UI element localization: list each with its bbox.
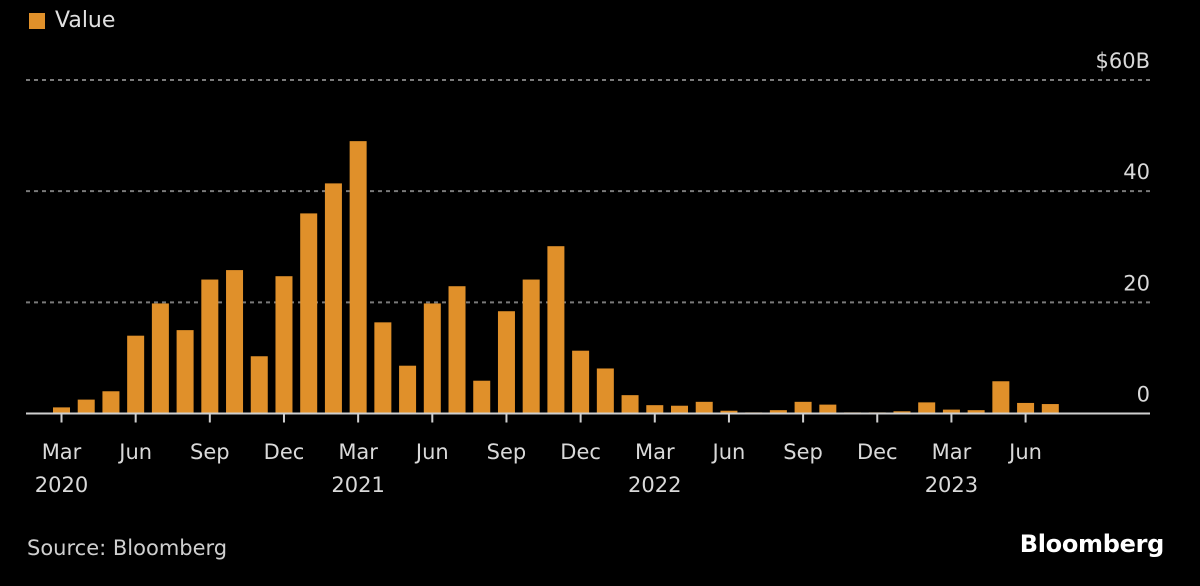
bar	[423, 303, 441, 414]
y-axis-labels: $60B 40 20 0	[1096, 49, 1151, 407]
x-tick-year-label: 2023	[925, 473, 978, 497]
x-tick-label: Sep	[190, 440, 230, 464]
bar	[275, 276, 293, 414]
bar	[893, 411, 911, 414]
bar	[176, 330, 194, 414]
x-tick-label: Mar	[635, 440, 675, 464]
x-tick-label: Mar	[42, 440, 82, 464]
x-tick-label: Jun	[711, 440, 746, 464]
bar	[1041, 404, 1059, 414]
x-tick-label: Dec	[857, 440, 898, 464]
bar	[819, 404, 837, 414]
bar	[349, 141, 367, 414]
x-tick-label: Dec	[560, 440, 601, 464]
x-tick-label: Jun	[1007, 440, 1042, 464]
bar	[201, 279, 219, 414]
bar	[621, 395, 639, 414]
bar	[918, 402, 936, 414]
x-tick-label: Dec	[264, 440, 305, 464]
legend-swatch	[29, 12, 45, 29]
bar	[596, 368, 614, 414]
bar	[695, 401, 713, 414]
bar	[127, 335, 145, 414]
bar	[300, 213, 318, 414]
bar	[1017, 402, 1035, 414]
bar	[671, 405, 688, 414]
x-tick-label: Jun	[117, 440, 152, 464]
x-axis: Mar 2020 Jun Sep Dec Mar 2021 Jun Sep Dec Mar 2022 J…	[26, 412, 1150, 497]
source-note: Source: Bloomberg	[27, 536, 228, 560]
bar	[399, 365, 417, 414]
bar	[992, 381, 1010, 414]
y-tick-label: 20	[1123, 271, 1150, 295]
brand-logo: Bloomberg	[1019, 530, 1165, 558]
bars	[53, 141, 1059, 414]
gridlines	[26, 79, 1150, 304]
x-tick-label: Sep	[487, 440, 527, 464]
bar	[151, 303, 169, 414]
x-tick-year-label: 2020	[35, 473, 88, 497]
x-tick-label: Jun	[414, 440, 449, 464]
x-tick-label: Mar	[932, 440, 972, 464]
bar	[250, 356, 268, 414]
x-tick-year-label: 2022	[628, 473, 681, 497]
bar	[522, 279, 540, 414]
y-tick-label: 0	[1137, 383, 1150, 407]
bar	[226, 270, 244, 414]
bar	[324, 183, 342, 414]
y-tick-label: $60B	[1096, 49, 1151, 73]
y-tick-label: 40	[1123, 160, 1150, 184]
bar	[374, 322, 392, 414]
x-tick-label: Sep	[783, 440, 823, 464]
bar	[547, 246, 565, 414]
bar	[448, 286, 466, 414]
legend: Value	[29, 8, 115, 33]
bar	[77, 399, 95, 414]
bar	[102, 391, 120, 414]
bar	[572, 350, 590, 414]
bar	[53, 407, 70, 414]
legend-label: Value	[55, 8, 116, 33]
bar	[720, 410, 738, 414]
bar	[942, 409, 960, 414]
bar	[967, 410, 985, 414]
bar	[646, 405, 664, 414]
x-tick-label: Mar	[338, 440, 378, 464]
x-tick-year-label: 2021	[331, 473, 384, 497]
bar	[794, 401, 812, 414]
bar	[769, 410, 787, 414]
bar	[497, 311, 515, 414]
bar	[473, 380, 491, 414]
